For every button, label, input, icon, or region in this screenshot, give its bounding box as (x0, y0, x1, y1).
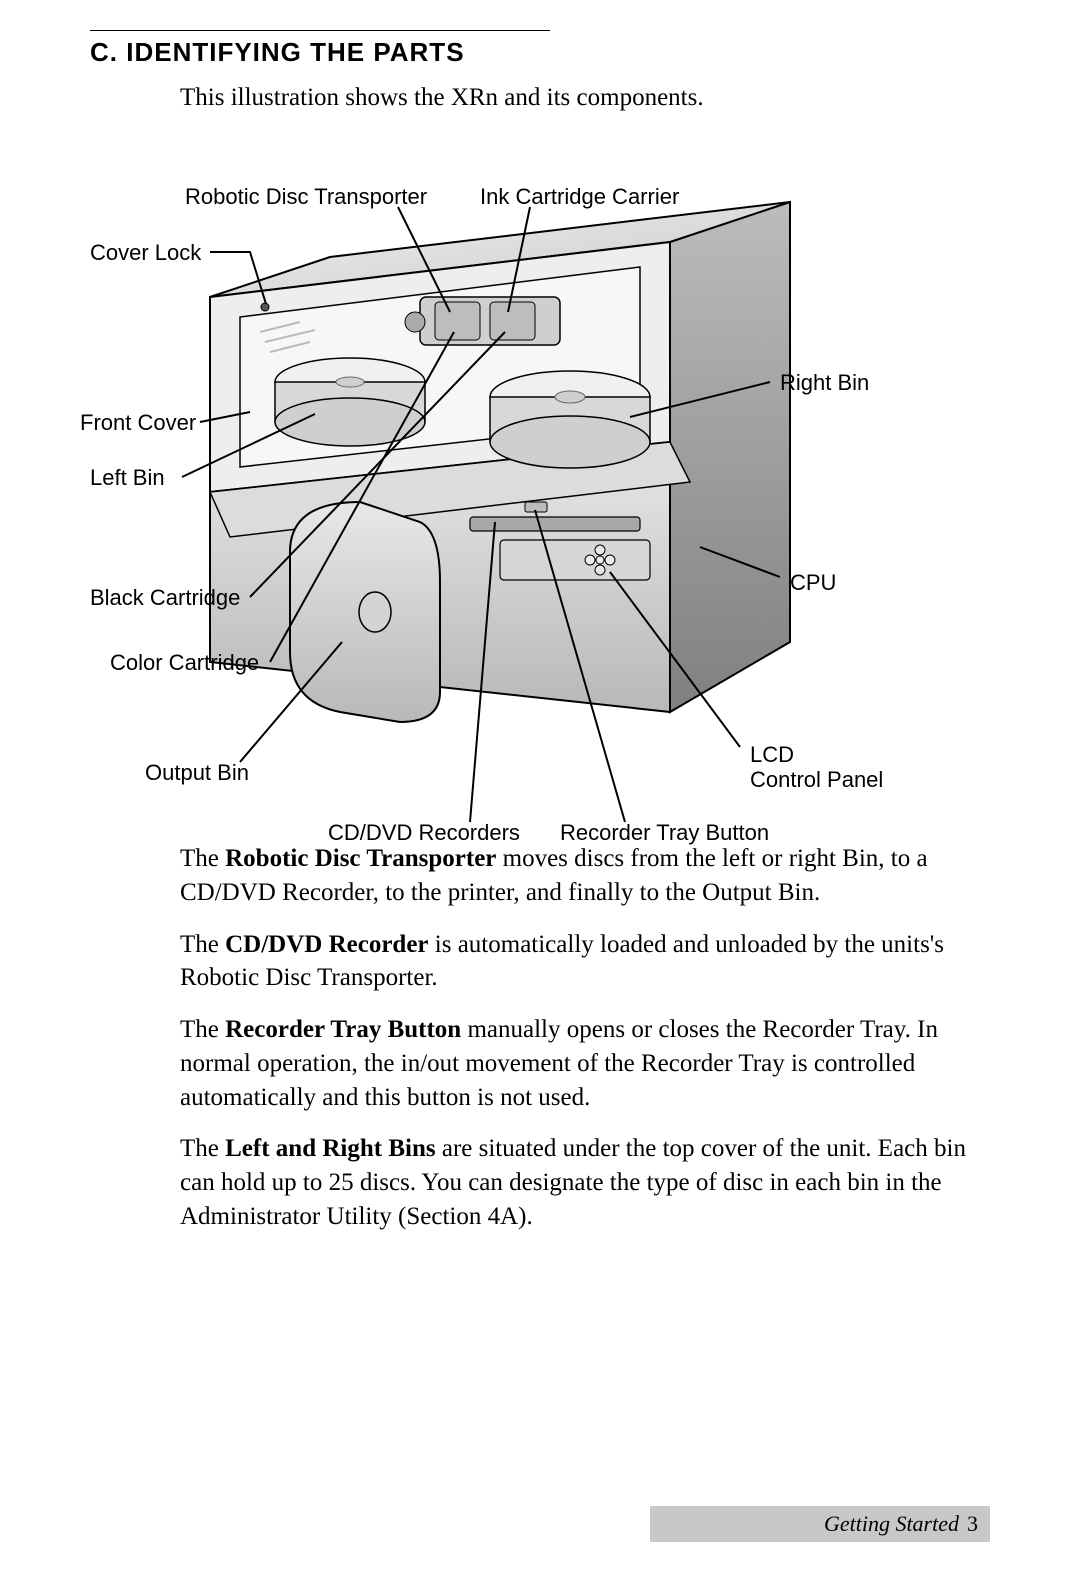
para-4: The Left and Right Bins are situated und… (180, 1132, 990, 1233)
section-heading: C. IDENTIFYING THE PARTS (90, 37, 990, 68)
label-front-cover: Front Cover (80, 410, 196, 435)
label-robotic-disc-transporter: Robotic Disc Transporter (185, 184, 427, 209)
body-text: The Robotic Disc Transporter moves discs… (180, 842, 990, 1234)
label-color-cartridge: Color Cartridge (110, 650, 259, 675)
label-output-bin: Output Bin (145, 760, 249, 785)
label-lcd-l2: Control Panel (750, 767, 883, 792)
para-1: The Robotic Disc Transporter moves discs… (180, 842, 990, 910)
parts-diagram: Robotic Disc Transporter Ink Cartridge C… (90, 122, 990, 842)
label-left-bin: Left Bin (90, 465, 165, 490)
label-lcd-l1: LCD (750, 742, 794, 767)
label-recorder-tray-button: Recorder Tray Button (560, 820, 769, 845)
para-1-bold: Robotic Disc Transporter (225, 845, 496, 872)
para-2: The CD/DVD Recorder is automatically loa… (180, 928, 990, 996)
footer-label: Getting Started (824, 1511, 959, 1537)
label-cpu: CPU (790, 570, 836, 595)
label-cover-lock: Cover Lock (90, 240, 201, 265)
label-lcd-control-panel: LCD Control Panel (750, 742, 883, 793)
intro-text: This illustration shows the XRn and its … (180, 84, 990, 112)
para-3: The Recorder Tray Button manually opens … (180, 1013, 990, 1114)
device-illustration (90, 122, 990, 842)
para-2-bold: CD/DVD Recorder (225, 931, 428, 958)
footer-page-number: 3 (967, 1511, 978, 1537)
label-right-bin: Right Bin (780, 370, 869, 395)
para-3-bold: Recorder Tray Button (225, 1016, 461, 1043)
label-ink-cartridge-carrier: Ink Cartridge Carrier (480, 184, 679, 209)
para-4-bold: Left and Right Bins (225, 1135, 435, 1162)
top-rule (90, 30, 550, 31)
label-cd-dvd-recorders: CD/DVD Recorders (328, 820, 520, 845)
footer: Getting Started 3 (650, 1506, 990, 1542)
label-black-cartridge: Black Cartridge (90, 585, 240, 610)
